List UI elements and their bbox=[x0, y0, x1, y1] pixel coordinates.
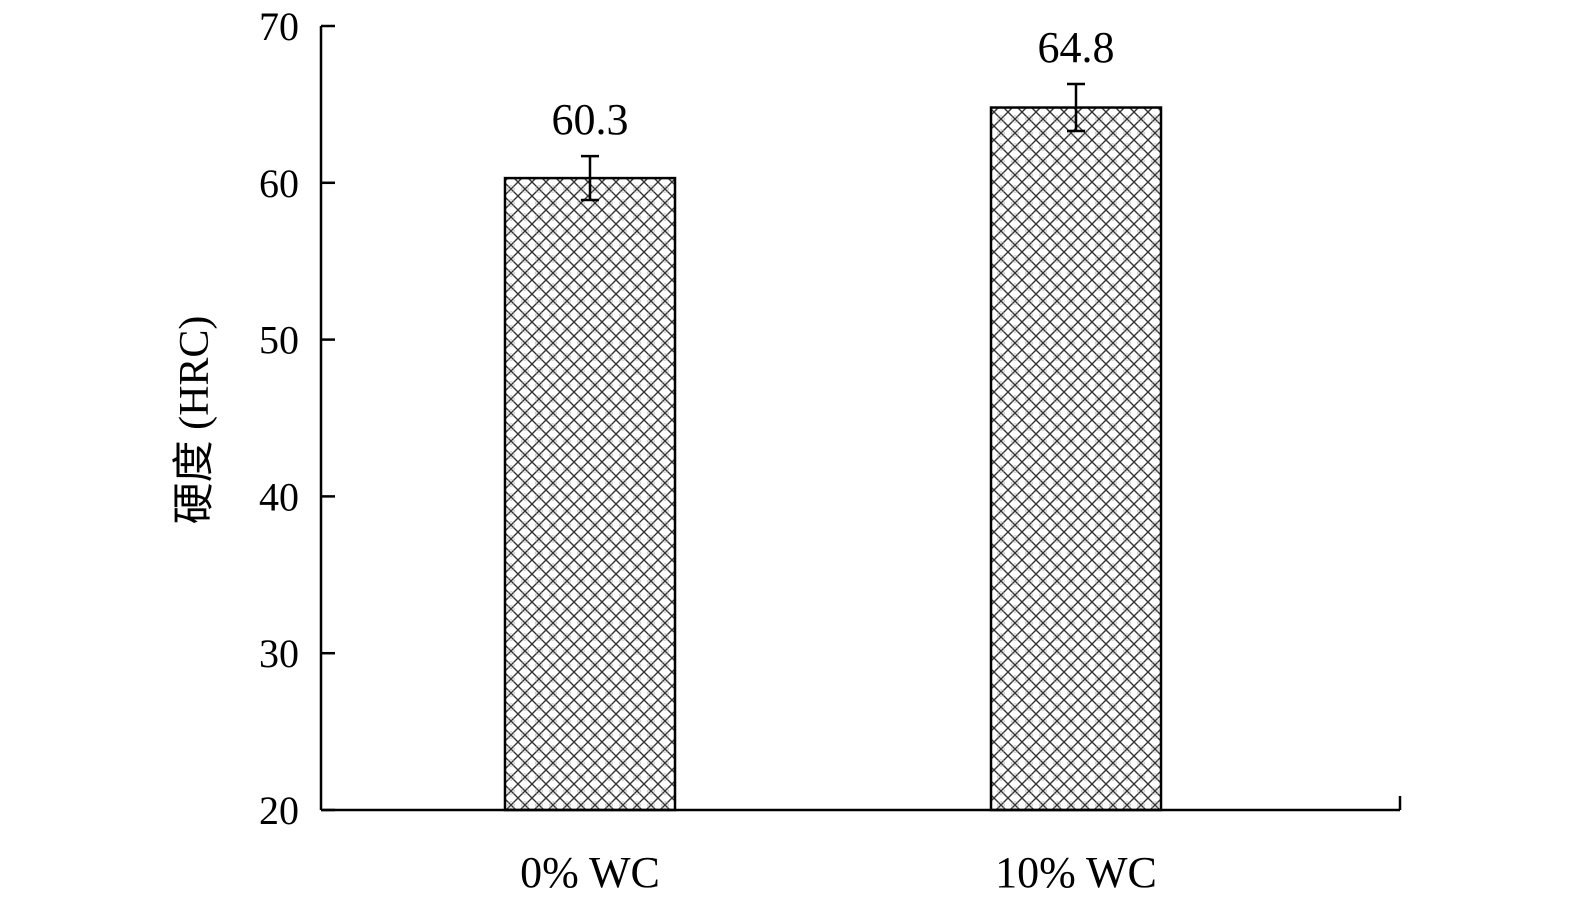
x-axis-categories: 0% WC 10% WC bbox=[520, 848, 1157, 897]
x-category-label-0: 0% WC bbox=[520, 848, 660, 897]
data-labels: 60.3 64.8 bbox=[552, 23, 1115, 144]
y-tick-label-40: 40 bbox=[259, 474, 299, 519]
x-category-label-1: 10% WC bbox=[995, 848, 1157, 897]
data-label-0: 60.3 bbox=[552, 95, 629, 144]
bars bbox=[503, 106, 1163, 812]
bar-0 bbox=[503, 176, 677, 812]
y-axis-ticks: 20 30 40 50 60 70 bbox=[259, 4, 335, 833]
data-label-1: 64.8 bbox=[1038, 23, 1115, 72]
y-tick-label-20: 20 bbox=[259, 788, 299, 833]
error-bars bbox=[581, 82, 1085, 202]
y-axis-title: 硬度 (HRC) bbox=[172, 316, 218, 525]
y-tick-label-70: 70 bbox=[259, 4, 299, 49]
y-tick-label-30: 30 bbox=[259, 631, 299, 676]
y-tick-label-60: 60 bbox=[259, 161, 299, 206]
y-tick-label-50: 50 bbox=[259, 318, 299, 363]
bar-1 bbox=[989, 106, 1163, 812]
